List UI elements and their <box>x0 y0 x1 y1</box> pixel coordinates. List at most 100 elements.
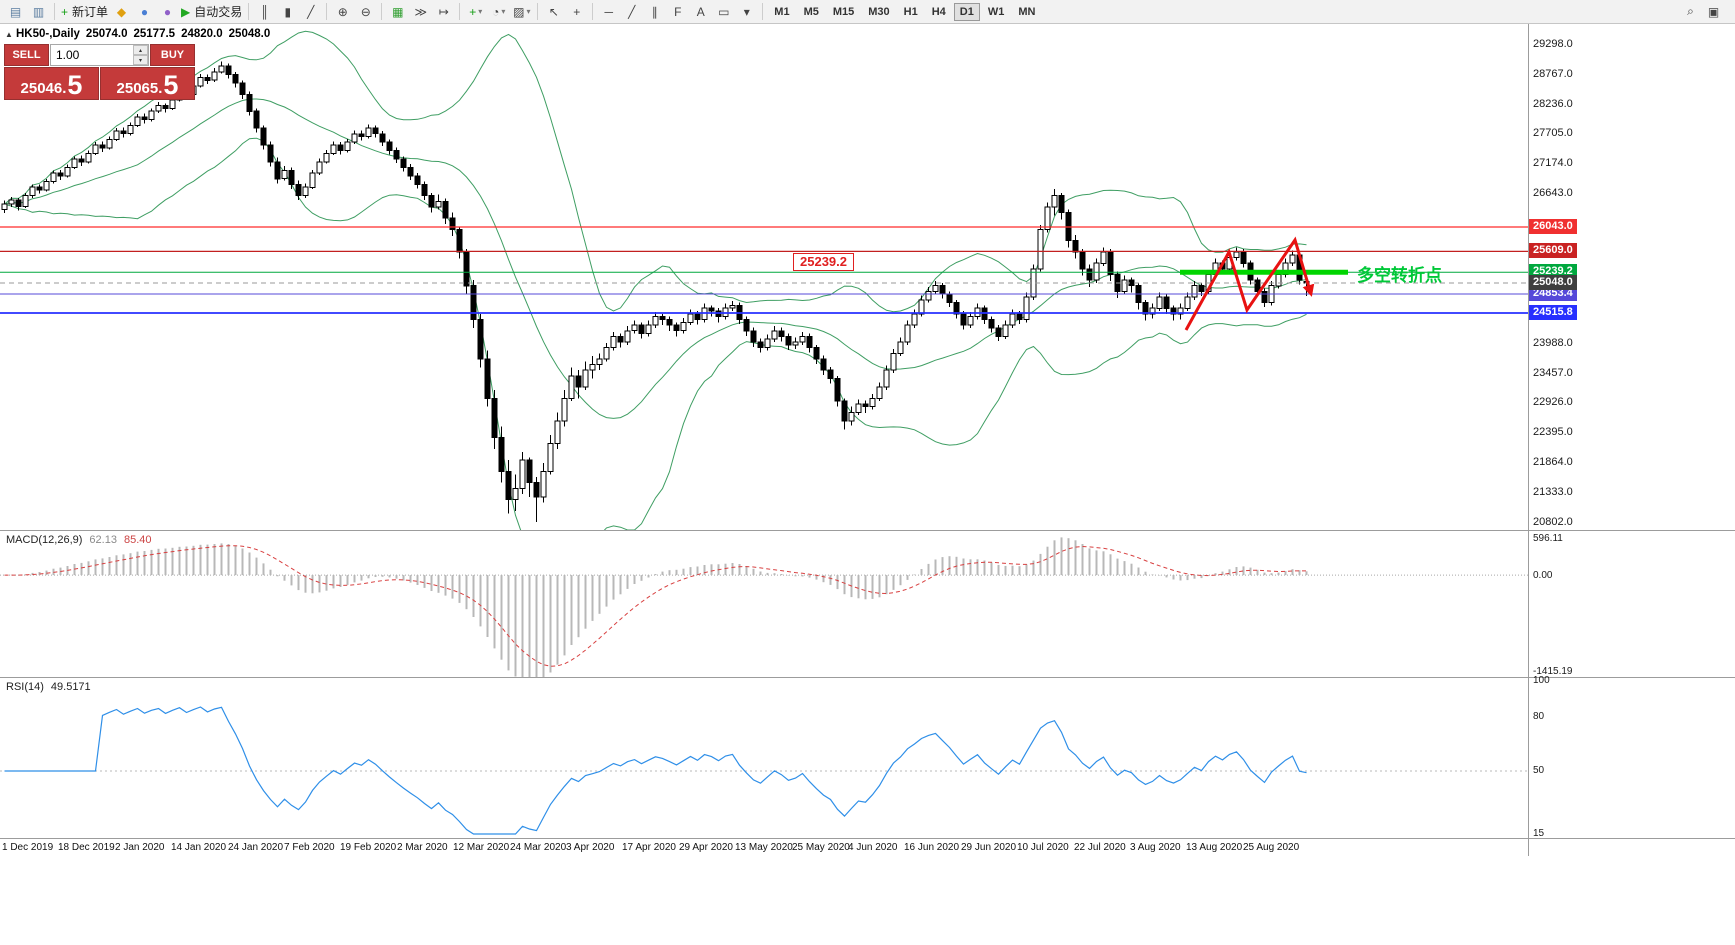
timeframe-mn[interactable]: MN <box>1018 5 1036 18</box>
autotrading-button-label: 自动交易 <box>194 5 243 19</box>
timeframe-h4[interactable]: H4 <box>931 5 946 18</box>
toolbar-left-group: ▤ ▥ + 新订单 ◆ ● ● ▶ 自动交易 ║ ▮ ╱ ⊕ ⊖ ▦ ≫ ↦ + ▾ ◔ ▾ ▨ ▾ ↖ + ─ ╱ ∥ F A ▭ ▾ M1 M… <box>4 2 1042 22</box>
buy-price-display[interactable]: 25065. 5 <box>100 67 195 100</box>
sell-price-display[interactable]: 25046. 5 <box>4 67 99 100</box>
channel-icon: ∥ <box>651 4 658 19</box>
popout-icon[interactable]: ▣ <box>1707 4 1720 19</box>
channel-icon[interactable]: ∥ <box>644 2 665 22</box>
bar-chart-icon[interactable]: ║ <box>254 2 275 22</box>
cursor-icon[interactable]: ↖ <box>543 2 564 22</box>
tile-windows-icon[interactable]: ▦ <box>387 2 408 22</box>
macd-panel[interactable] <box>0 531 1528 677</box>
price-tick: 29298.0 <box>1533 37 1573 50</box>
date-label: 25 May 2020 <box>792 842 850 853</box>
chart-shift-icon[interactable]: ↦ <box>433 2 454 22</box>
timeframe-w1[interactable]: W1 <box>987 5 1005 18</box>
crosshair-icon: + <box>573 4 581 19</box>
metaeditor-icon[interactable]: ◆ <box>111 2 132 22</box>
candles <box>1 61 1310 523</box>
price-tick: 27174.0 <box>1533 157 1573 170</box>
timeframe-m5[interactable]: M5 <box>803 5 819 18</box>
chevron-down-icon: ▾ <box>526 7 531 16</box>
one-click-trading-panel: SELL ▴ ▾ BUY 25046.5 25065.5 <box>4 44 195 100</box>
zigzag-annotation[interactable] <box>1184 236 1315 331</box>
candlestick-icon[interactable]: ▮ <box>277 2 298 22</box>
ohlc-high: 25177.5 <box>133 28 176 40</box>
buy-button[interactable]: BUY <box>150 44 195 66</box>
price-tick: 22926.0 <box>1533 396 1573 409</box>
autoscroll-icon: ≫ <box>414 4 428 19</box>
timeframe-d1[interactable]: D1 <box>953 2 980 21</box>
periods-icon[interactable]: ◔ ▾ <box>488 2 509 22</box>
tile-windows-icon: ▦ <box>392 4 404 19</box>
volume-input[interactable] <box>51 45 133 65</box>
price-tick: 23988.0 <box>1533 336 1573 349</box>
price-scale-border <box>1528 24 1529 856</box>
volume-box: ▴ ▾ <box>50 44 149 66</box>
date-label: 18 Dec 2019 <box>58 842 115 853</box>
collapse-trade-panel-icon[interactable]: ▲ <box>5 30 13 39</box>
toolbar: ▤ ▥ + 新订单 ◆ ● ● ▶ 自动交易 ║ ▮ ╱ ⊕ ⊖ ▦ ≫ ↦ + ▾ ◔ ▾ ▨ ▾ ↖ + ─ ╱ ∥ F A ▭ ▾ M1 M… <box>0 0 1735 24</box>
templates-icon[interactable]: ▨ ▾ <box>511 2 532 22</box>
price-label-annotation[interactable]: 25239.2 <box>793 253 854 272</box>
date-label: 24 Jan 2020 <box>228 842 284 853</box>
hline-icon[interactable]: ─ <box>598 2 619 22</box>
x-axis-line <box>0 838 1735 839</box>
volume-up-button[interactable]: ▴ <box>133 45 148 55</box>
price-tick: 21864.0 <box>1533 456 1573 469</box>
date-label: 1 Dec 2019 <box>2 842 54 853</box>
indicators-icon[interactable]: + ▾ <box>465 2 486 22</box>
ohlc-open: 25074.0 <box>85 28 128 40</box>
date-label: 12 Mar 2020 <box>453 842 510 853</box>
date-label: 2 Mar 2020 <box>397 842 448 853</box>
price-tick: 27705.0 <box>1533 127 1573 140</box>
new-order-icon: + <box>61 4 69 19</box>
rsi-scale-tick: 50 <box>1533 765 1545 776</box>
shapes-dropdown-icon[interactable]: ▾ <box>736 2 757 22</box>
new-order-button[interactable]: + 新订单 <box>60 2 109 22</box>
toolbar-separator <box>592 3 594 20</box>
zoom-in-icon[interactable]: ⊕ <box>332 2 353 22</box>
rsi-name: RSI(14) <box>6 681 44 693</box>
timeframe-m1[interactable]: M1 <box>774 5 790 18</box>
macd-scale-tick: 0.00 <box>1533 570 1553 582</box>
fibonacci-icon[interactable]: F <box>667 2 688 22</box>
turning-point-label[interactable]: 多空转折点 <box>1357 266 1442 286</box>
date-axis[interactable]: 1 Dec 2019 18 Dec 2019 2 Jan 2020 14 Jan 20… <box>0 839 1735 857</box>
sell-button[interactable]: SELL <box>4 44 49 66</box>
autotrading-button[interactable]: ▶ 自动交易 <box>180 2 243 22</box>
trendline-icon[interactable]: ╱ <box>621 2 642 22</box>
macd-scale-tick: -1415.19 <box>1533 666 1573 678</box>
timeframe-m30[interactable]: M30 <box>868 5 890 18</box>
autoscroll-icon[interactable]: ≫ <box>410 2 431 22</box>
crosshair-icon[interactable]: + <box>566 2 587 22</box>
timeframe-h1[interactable]: H1 <box>903 5 918 18</box>
macd-main-value: 62.13 <box>89 534 117 546</box>
search-icon[interactable]: ⌕ <box>1687 4 1694 18</box>
timeframe-m15[interactable]: M15 <box>832 5 855 18</box>
text-icon[interactable]: A <box>690 2 711 22</box>
toolbar-separator <box>326 3 328 20</box>
date-label: 24 Mar 2020 <box>510 842 567 853</box>
chevron-down-icon: ▾ <box>501 7 506 16</box>
zoom-out-icon[interactable]: ⊖ <box>355 2 376 22</box>
trendline-icon: ╱ <box>628 4 636 19</box>
rsi-panel[interactable] <box>0 678 1528 837</box>
label-icon[interactable]: ▭ <box>713 2 734 22</box>
hline-icon: ─ <box>604 4 614 19</box>
toolbar-right-group: ⌕ ▣ <box>1679 2 1725 22</box>
macd-histogram <box>10 537 1308 677</box>
panel-splitter[interactable] <box>0 677 1735 678</box>
community-icon[interactable]: ● <box>157 2 178 22</box>
market-icon[interactable]: ● <box>134 2 155 22</box>
date-label: 16 Jun 2020 <box>904 842 960 853</box>
line-chart-icon[interactable]: ╱ <box>300 2 321 22</box>
volume-down-button[interactable]: ▾ <box>133 55 148 65</box>
panel-splitter[interactable] <box>0 530 1735 531</box>
chart-window-icon[interactable]: ▤ <box>5 2 26 22</box>
profiles-icon[interactable]: ▥ <box>28 2 49 22</box>
periods-icon: ◔ <box>492 4 500 19</box>
price-chart-panel[interactable] <box>0 24 1528 530</box>
symbol-ohlc-line: HK50-,Daily 25074.0 25177.5 24820.0 25048.0 <box>16 28 276 40</box>
rsi-scale-tick: 100 <box>1533 675 1550 686</box>
